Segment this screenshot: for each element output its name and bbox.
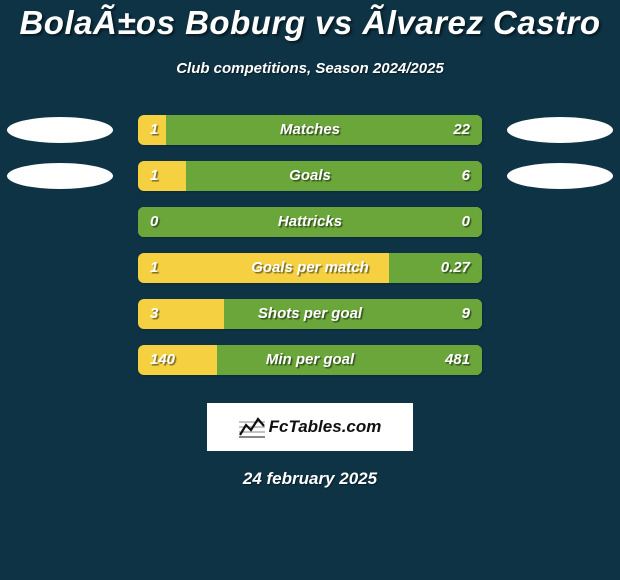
brand-badge: FcTables.com (207, 403, 413, 451)
page-subtitle: Club competitions, Season 2024/2025 (0, 60, 620, 77)
stat-bar-right-fill (217, 345, 482, 375)
brand-logo-icon (239, 416, 265, 438)
page-title: BolaÃ±os Boburg vs Ãlvarez Castro (0, 4, 620, 42)
stat-row: 0Hattricks0 (0, 207, 620, 237)
player-right-ellipse (507, 117, 613, 143)
stat-value-left: 1 (150, 253, 158, 283)
stat-value-left: 1 (150, 161, 158, 191)
player-left-ellipse (7, 117, 113, 143)
stat-bar-right-fill (138, 207, 482, 237)
stat-value-left: 140 (150, 345, 175, 375)
player-right-ellipse (507, 163, 613, 189)
stat-bar-right-fill (166, 115, 482, 145)
stat-bar: 3Shots per goal9 (138, 299, 482, 329)
stat-bar: 0Hattricks0 (138, 207, 482, 237)
stat-bar-right-fill (186, 161, 482, 191)
stat-value-left: 1 (150, 115, 158, 145)
stat-bar: 140Min per goal481 (138, 345, 482, 375)
stat-row: 1Goals6 (0, 161, 620, 191)
stat-row: 1Goals per match0.27 (0, 253, 620, 283)
stat-row: 140Min per goal481 (0, 345, 620, 375)
brand-text: FcTables.com (269, 417, 382, 437)
stat-bar-right-fill (224, 299, 482, 329)
player-left-ellipse (7, 163, 113, 189)
comparison-infographic: BolaÃ±os Boburg vs Ãlvarez Castro Club c… (0, 0, 620, 580)
stat-bar: 1Goals6 (138, 161, 482, 191)
stat-bar: 1Goals per match0.27 (138, 253, 482, 283)
stat-row: 3Shots per goal9 (0, 299, 620, 329)
stat-bar: 1Matches22 (138, 115, 482, 145)
stat-row: 1Matches22 (0, 115, 620, 145)
stat-bar-right-fill (389, 253, 482, 283)
infographic-date: 24 february 2025 (0, 469, 620, 489)
stat-rows: 1Matches22 1Goals6 0Hattricks0 1Goals per m… (0, 115, 620, 375)
stat-value-left: 3 (150, 299, 158, 329)
